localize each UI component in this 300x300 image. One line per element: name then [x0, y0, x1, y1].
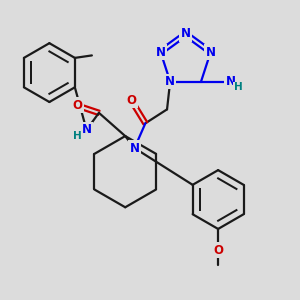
Text: H: H [234, 82, 243, 92]
Text: N: N [130, 142, 140, 154]
Text: O: O [126, 94, 136, 106]
Text: O: O [213, 244, 223, 256]
Text: H: H [73, 131, 82, 141]
Text: N: N [226, 75, 236, 88]
Text: N: N [165, 75, 175, 88]
Text: N: N [206, 46, 216, 59]
Text: N: N [181, 27, 190, 40]
Text: N: N [156, 46, 166, 59]
Text: N: N [82, 123, 92, 136]
Text: O: O [73, 99, 83, 112]
